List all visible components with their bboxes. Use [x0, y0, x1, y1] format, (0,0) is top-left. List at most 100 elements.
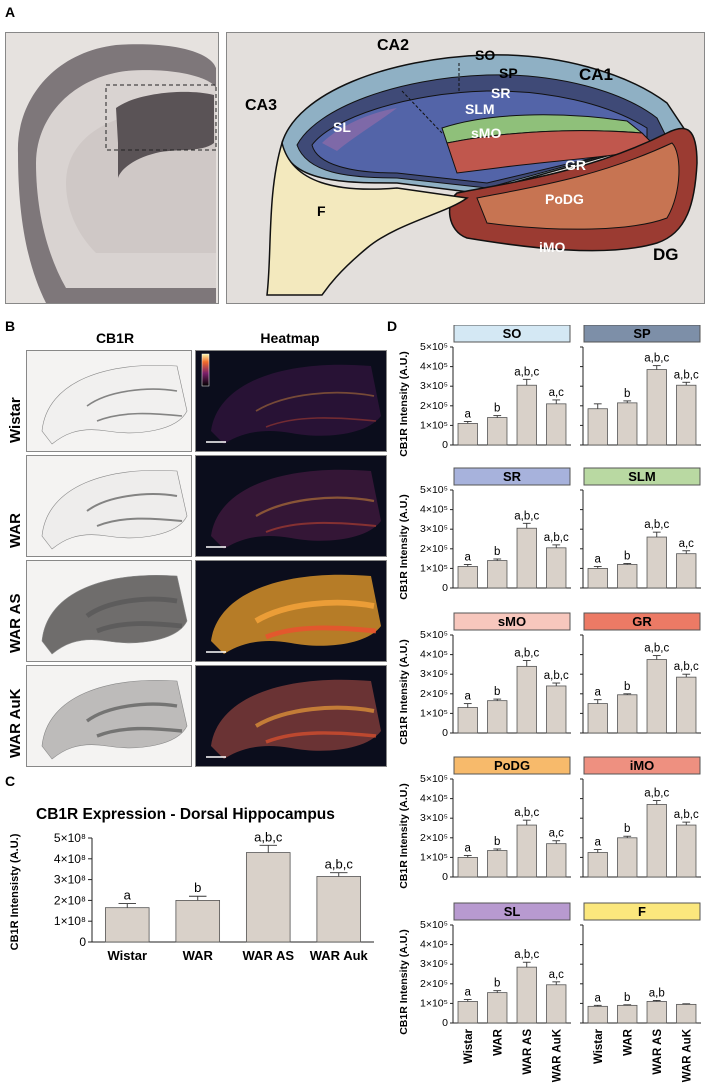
y-tick-label: 5×10⁵	[420, 341, 448, 353]
bar	[646, 369, 667, 446]
y-axis-label: CB1R Intensity (A.U.)	[398, 494, 410, 600]
y-tick-label: 1×10⁸	[54, 914, 86, 928]
y-tick-label: 1×10⁵	[420, 707, 448, 719]
x-tick-label: WAR AuK	[551, 1028, 563, 1082]
bar	[617, 402, 638, 446]
region-label-ca2: CA2	[377, 37, 410, 54]
region-title-box	[453, 325, 571, 343]
region-title: SP	[633, 326, 651, 341]
significance-label: a	[465, 986, 472, 998]
cb1r-stain-image	[26, 455, 192, 557]
bar	[646, 659, 667, 734]
y-tick-label: 1×10⁵	[420, 851, 448, 863]
significance-label: a,b,c	[674, 809, 699, 821]
bar	[646, 1001, 667, 1024]
bar	[646, 804, 667, 878]
significance-label: a,c	[549, 387, 565, 399]
bar	[457, 423, 478, 446]
bar	[487, 417, 508, 446]
bar	[516, 966, 537, 1024]
significance-label: a,b,c	[674, 661, 699, 673]
bar	[487, 850, 508, 878]
bar	[587, 852, 608, 878]
region-title: PoDG	[494, 758, 530, 773]
y-tick-label: 4×10⁵	[420, 504, 448, 516]
y-tick-label: 3×10⁵	[420, 668, 448, 680]
significance-label: a,b,c	[514, 510, 539, 522]
cb1r-stain-image	[26, 665, 192, 767]
bar	[546, 685, 567, 734]
significance-label: a,b,c	[674, 369, 699, 381]
x-tick-label: Wistar	[463, 1028, 475, 1064]
brain-section-image	[5, 32, 219, 304]
y-axis-label: CB1R Intensity (A.U.)	[398, 929, 410, 1035]
y-tick-label: 0	[442, 727, 448, 739]
region-title: SL	[504, 904, 521, 919]
x-tick-label: Wistar	[593, 1028, 605, 1064]
significance-label: a,b,c	[644, 788, 669, 800]
significance-label: a,b,c	[514, 949, 539, 961]
y-tick-label: 0	[442, 1017, 448, 1029]
cb1r-stain-image	[26, 350, 192, 452]
significance-label: a,b,c	[544, 670, 569, 682]
y-tick-label: 5×10⁵	[420, 629, 448, 641]
significance-label: a	[465, 842, 472, 854]
significance-label: a,c	[549, 969, 565, 981]
significance-label: a,b,c	[254, 830, 283, 844]
region-title: iMO	[630, 758, 655, 773]
heatmap-image	[195, 665, 387, 767]
y-axis-label: CB1R Intensity (A.U.)	[398, 783, 410, 889]
bar	[587, 703, 608, 734]
bar	[516, 665, 537, 734]
region-title-box	[453, 612, 571, 631]
y-tick-label: 1×10⁵	[420, 997, 448, 1009]
region-title: SLM	[628, 469, 655, 484]
row-label: WAR	[7, 513, 24, 548]
significance-label: b	[494, 403, 500, 415]
region-title-box	[583, 467, 701, 486]
bar	[104, 907, 150, 943]
y-tick-label: 4×10⁸	[54, 852, 86, 866]
x-tick-label: WAR	[622, 1028, 634, 1056]
y-tick-label: 2×10⁸	[54, 893, 86, 907]
significance-label: a	[595, 553, 602, 565]
bar	[457, 1001, 478, 1024]
y-tick-label: 5×10⁵	[420, 484, 448, 496]
bar	[546, 403, 567, 446]
significance-label: a	[465, 551, 472, 563]
panel-letter-d: D	[387, 318, 398, 334]
significance-label: a	[465, 691, 472, 703]
bar	[175, 900, 221, 943]
panel-letter-b: B	[5, 318, 16, 334]
y-tick-label: 2×10⁵	[420, 543, 448, 555]
bar	[676, 824, 697, 878]
row-label: Wistar	[7, 397, 24, 443]
heatmap-image	[195, 455, 387, 557]
y-tick-label: 2×10⁵	[420, 832, 448, 844]
y-axis-label: CB1R Intensisty (A.U.)	[9, 833, 21, 950]
y-tick-label: 3×10⁵	[420, 812, 448, 824]
region-label-ca3: CA3	[245, 97, 278, 114]
bar	[457, 707, 478, 734]
region-label-sr: SR	[491, 85, 511, 101]
bar	[676, 1003, 697, 1024]
bar	[587, 567, 608, 589]
column-header-cb1r: CB1R	[95, 330, 135, 346]
significance-label: b	[624, 551, 630, 563]
significance-label: a,b,c	[325, 857, 354, 872]
region-label-f: F	[317, 203, 326, 219]
y-tick-label: 1×10⁵	[420, 419, 448, 431]
region-title-box	[453, 467, 571, 486]
significance-label: a	[595, 837, 602, 849]
significance-label: a,b,c	[644, 643, 669, 655]
y-tick-label: 5×10⁸	[54, 831, 86, 845]
panel-c-chart: 0 1×10⁸ 2×10⁸ 3×10⁸ 4×10⁸ 5×10⁸ CB1R Intensist…	[9, 830, 374, 963]
region-title: F	[638, 904, 646, 919]
region-label-sp: SP	[499, 65, 518, 81]
bar	[487, 700, 508, 734]
hippocampus-annotated-image: CA2 SO SP CA1 CA3 SR SLM SL sMO GR F PoD…	[226, 32, 705, 304]
significance-label: b	[494, 836, 500, 848]
bar	[546, 843, 567, 878]
region-title-box	[583, 325, 701, 343]
region-label-so: SO	[475, 47, 496, 63]
